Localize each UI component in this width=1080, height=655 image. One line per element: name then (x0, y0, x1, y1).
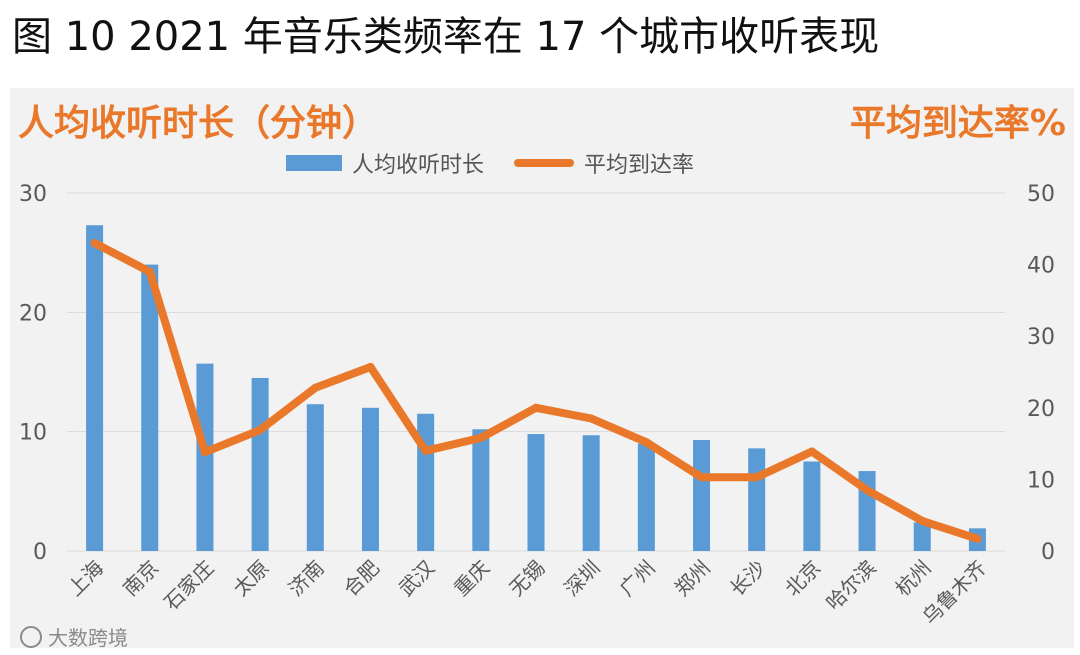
x-tick-label: 太原 (228, 556, 273, 601)
x-tick-label: 北京 (780, 556, 825, 601)
left-axis-title: 人均收听时长（分钟） (18, 103, 379, 144)
x-tick-label: 哈尔滨 (821, 556, 880, 615)
watermark: 大数跨境 (20, 622, 128, 651)
y-right-tick-label: 40 (1027, 254, 1055, 279)
bar (913, 522, 931, 551)
legend-bar-swatch (286, 155, 342, 171)
y-right-tick-label: 0 (1041, 540, 1055, 565)
line-point (145, 267, 154, 276)
x-tick-label: 深圳 (559, 556, 604, 601)
y-right-tick-label: 50 (1027, 182, 1055, 207)
line-point (90, 239, 99, 248)
line-point (311, 383, 320, 392)
chart-legend: 人均收听时长 平均到达率 (286, 148, 724, 178)
figure-title: 图 10 2021 年音乐类频率在 17 个城市收听表现 (12, 14, 880, 60)
x-tick-label: 济南 (284, 556, 329, 601)
x-tick-label: 重庆 (449, 556, 494, 601)
line-point (476, 433, 485, 442)
line-point (697, 473, 706, 482)
bar (527, 434, 545, 551)
y-left-tick-label: 10 (19, 421, 47, 446)
line-point (366, 362, 375, 371)
y-left-tick-label: 0 (33, 540, 47, 565)
legend-item-bar: 人均收听时长 (286, 147, 484, 179)
x-tick-label: 无锡 (504, 556, 549, 601)
x-tick-label: 杭州 (891, 556, 936, 601)
legend-bar-label: 人均收听时长 (352, 153, 485, 178)
bar (637, 443, 655, 551)
bar (417, 413, 435, 551)
legend-line-label: 平均到达率 (584, 153, 695, 178)
bar (141, 264, 159, 551)
x-tick-label: 合肥 (339, 556, 384, 601)
line-point (642, 438, 651, 447)
line-point (863, 486, 872, 495)
line-point (807, 447, 816, 456)
x-tick-label: 广州 (615, 556, 660, 601)
bar (693, 440, 711, 551)
bar (748, 448, 766, 551)
bar (86, 225, 104, 551)
line-point (752, 473, 761, 482)
y-left-tick-label: 20 (19, 301, 47, 326)
y-right-tick-label: 20 (1027, 397, 1055, 422)
bar (196, 363, 214, 551)
legend-item-line: 平均到达率 (514, 147, 694, 179)
legend-line-swatch (514, 159, 575, 167)
line-point (421, 446, 430, 455)
chart-panel (10, 88, 1074, 648)
watermark-text: 大数跨境 (48, 626, 128, 650)
line-point (587, 414, 596, 423)
line-point (256, 425, 265, 434)
bar (582, 435, 600, 551)
line-point (200, 448, 209, 457)
x-tick-label: 郑州 (670, 556, 715, 601)
x-tick-label: 石家庄 (159, 556, 218, 615)
right-axis-title: 平均到达率% (849, 103, 1066, 144)
y-left-tick-label: 30 (19, 182, 47, 207)
x-tick-label: 武汉 (394, 556, 439, 601)
line-point (973, 534, 982, 543)
bar (306, 404, 324, 551)
bar (803, 461, 821, 551)
bar (472, 429, 490, 551)
line-point (918, 516, 927, 525)
x-tick-label: 南京 (118, 556, 163, 601)
x-tick-label: 上海 (63, 556, 108, 601)
y-right-tick-label: 10 (1027, 468, 1055, 493)
watermark-logo-icon (20, 625, 42, 648)
bar (361, 407, 379, 551)
line-point (532, 403, 540, 412)
x-tick-label: 长沙 (725, 556, 770, 601)
bar (251, 377, 269, 551)
y-right-tick-label: 30 (1027, 325, 1055, 350)
